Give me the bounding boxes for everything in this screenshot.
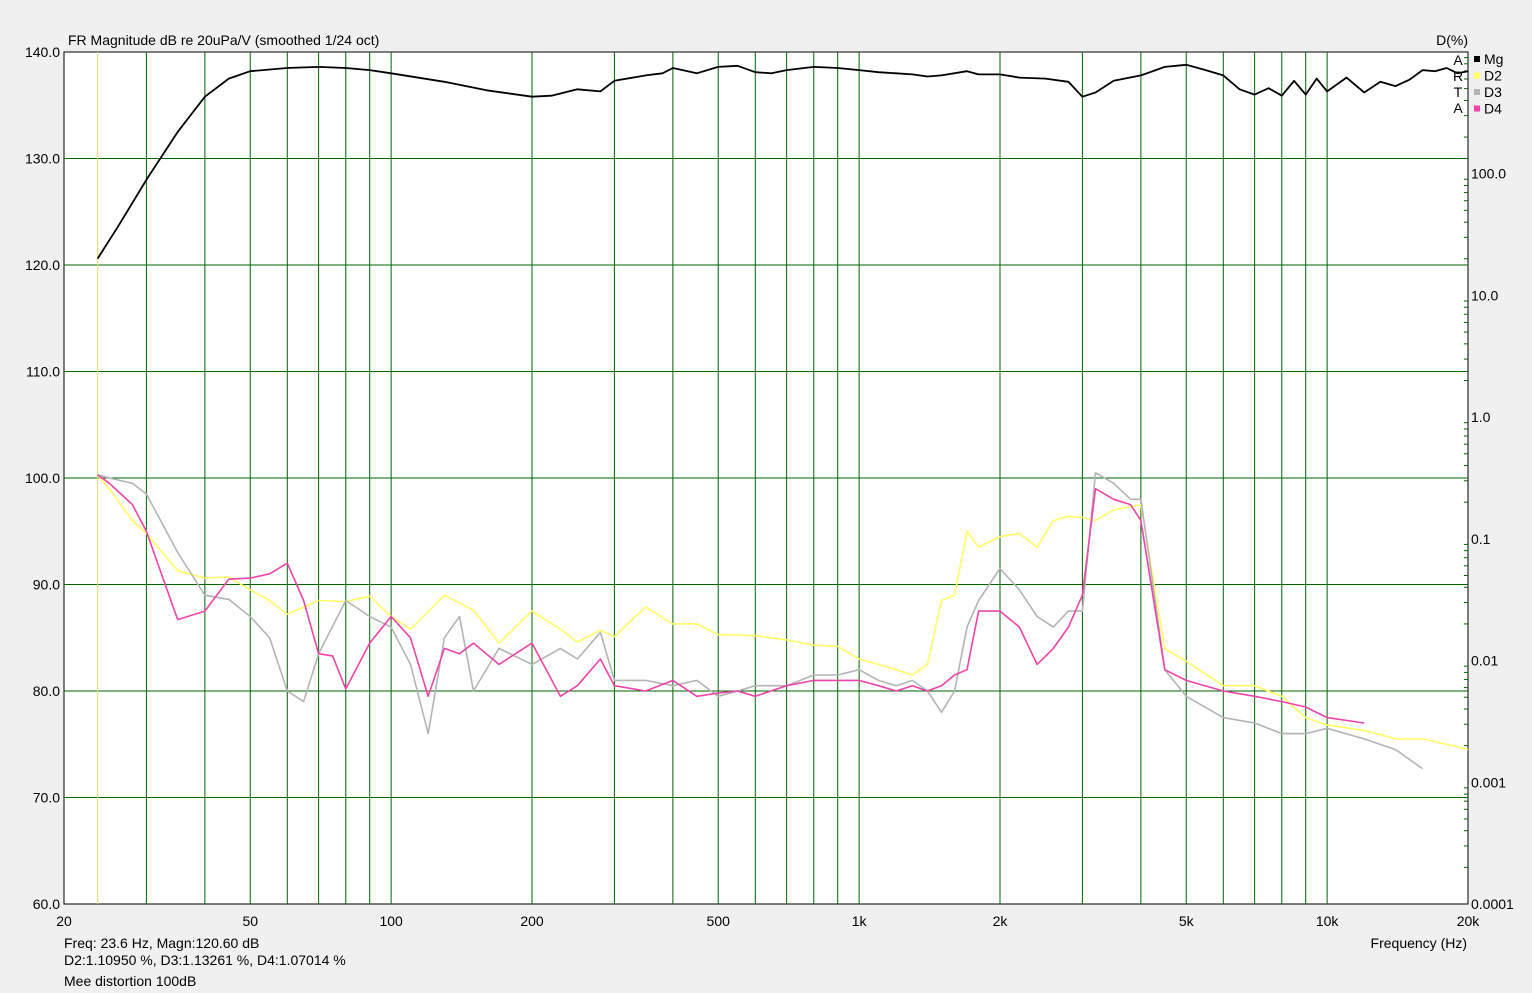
x-tick-label: 20 — [56, 913, 72, 929]
y-tick-label: 140.0 — [25, 44, 60, 60]
legend-label-d4: D4 — [1484, 101, 1502, 117]
x-tick-label: 20k — [1457, 913, 1481, 929]
legend-label-d3: D3 — [1484, 84, 1502, 100]
series-line-d4 — [97, 474, 1365, 724]
series-line-mg — [96, 63, 1469, 260]
series-layer — [96, 63, 1469, 770]
cursor-readout: Freq: 23.6 Hz, Magn:120.60 dB — [64, 935, 260, 951]
y-right-tick-label: 0.001 — [1471, 774, 1506, 790]
y-tick-label: 60.0 — [33, 896, 60, 912]
y-tick-label: 120.0 — [25, 257, 60, 273]
y-right-tick-label: 100.0 — [1471, 166, 1506, 182]
x-tick-label: 500 — [707, 913, 731, 929]
x-tick-label: 10k — [1316, 913, 1340, 929]
axes: 140.0 130.0 120.0 110.0 100.0 90.0 80.0 70.0 60.… — [25, 44, 1514, 929]
legend-side-letter: A — [1453, 52, 1463, 68]
right-axis-title: D(%) — [1436, 32, 1468, 48]
distortion-readout: D2:1.10950 %, D3:1.13261 %, D4:1.07014 % — [64, 952, 346, 968]
y-tick-label: 90.0 — [33, 577, 60, 593]
y-right-tick-label: 0.01 — [1471, 653, 1498, 669]
legend-side-letter: T — [1454, 84, 1463, 100]
legend-swatch-d2 — [1474, 72, 1480, 79]
x-tick-label: 200 — [520, 913, 544, 929]
x-axis-label: Frequency (Hz) — [1371, 935, 1467, 951]
grid — [64, 52, 1468, 904]
x-tick-label: 5k — [1179, 913, 1195, 929]
legend-label-d2: D2 — [1484, 68, 1502, 84]
series-line-d3 — [97, 471, 1424, 770]
legend-swatch-mg — [1474, 56, 1480, 62]
legend-swatch-d3 — [1474, 89, 1480, 95]
x-tick-label: 1k — [852, 913, 868, 929]
chart-title: FR Magnitude dB re 20uPa/V (smoothed 1/2… — [68, 32, 379, 48]
y-tick-label: 70.0 — [33, 790, 60, 806]
series-line-d2 — [96, 474, 1469, 751]
y-right-tick-label: 10.0 — [1471, 287, 1498, 303]
y-right-tick-label: 0.1 — [1471, 531, 1491, 547]
y-tick-label: 110.0 — [26, 364, 60, 380]
y-tick-label: 130.0 — [25, 151, 60, 167]
y-right-tick-label: 1.0 — [1471, 409, 1491, 425]
legend-label-mg: Mg — [1484, 51, 1503, 67]
legend-side-letter: A — [1453, 100, 1463, 116]
legend-swatch-d4 — [1474, 105, 1480, 112]
y-right-tick-label: 0.0001 — [1471, 896, 1514, 912]
x-tick-label: 100 — [379, 913, 403, 929]
measurement-name: Mee distortion 100dB — [64, 973, 197, 989]
y-tick-label: 80.0 — [33, 683, 60, 699]
x-tick-label: 2k — [993, 913, 1009, 929]
legend-side-letter: R — [1453, 68, 1463, 84]
x-tick-label: 50 — [242, 913, 258, 929]
y-tick-label: 100.0 — [25, 470, 60, 486]
